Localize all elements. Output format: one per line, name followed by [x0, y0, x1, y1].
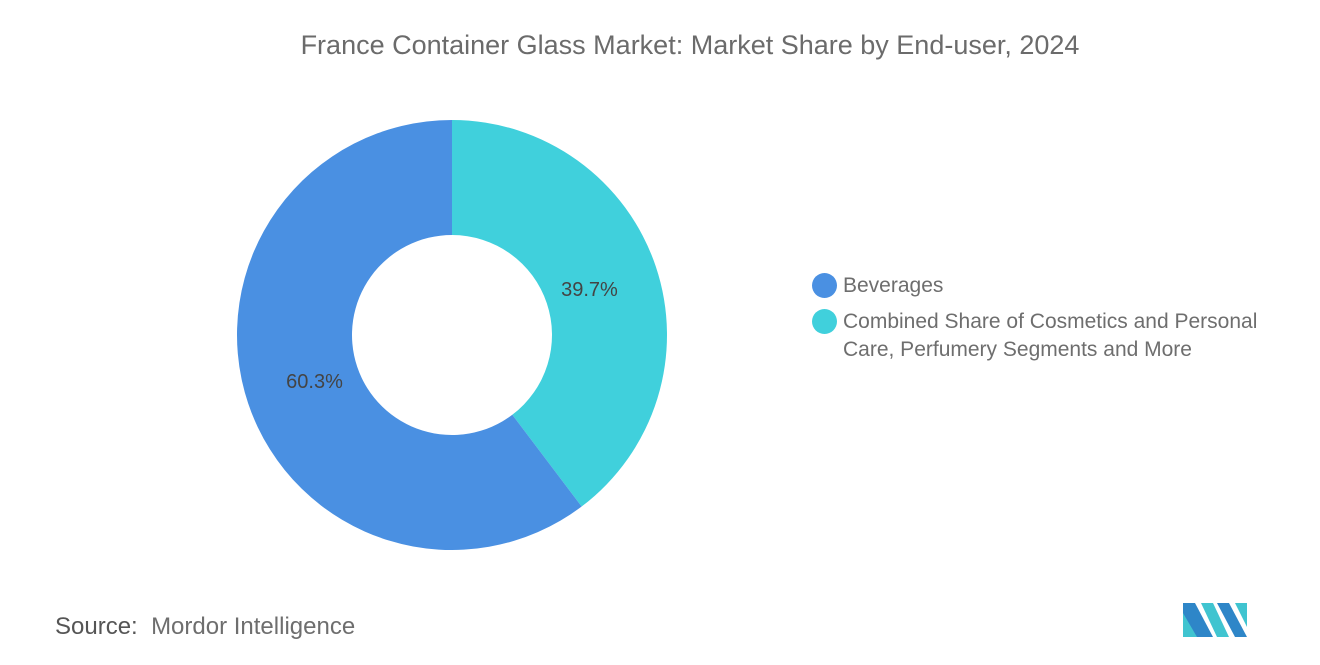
data-label-0: 39.7% — [561, 279, 618, 301]
source-label: Source: — [55, 613, 138, 640]
source-value: Mordor Intelligence — [151, 613, 356, 640]
legend-label: Combined Share of Cosmetics and Personal… — [843, 310, 1258, 361]
data-label-1: 60.3% — [286, 371, 343, 393]
legend-label: Beverages — [843, 274, 944, 297]
legend-swatch — [812, 273, 837, 298]
slice-0 — [452, 120, 668, 507]
legend: Beverages Combined Share of Cosmetics an… — [812, 272, 1302, 372]
legend-item-beverages: Beverages — [812, 272, 1302, 300]
chart-title: France Container Glass Market: Market Sh… — [300, 30, 1080, 60]
legend-item-combined-share: Combined Share of Cosmetics and Personal… — [812, 308, 1302, 364]
mordor-intelligence-logo — [1183, 603, 1247, 637]
legend-swatch — [812, 309, 837, 334]
slice-1 — [237, 120, 582, 551]
source-note: Source: Mordor Intelligence — [55, 613, 355, 641]
